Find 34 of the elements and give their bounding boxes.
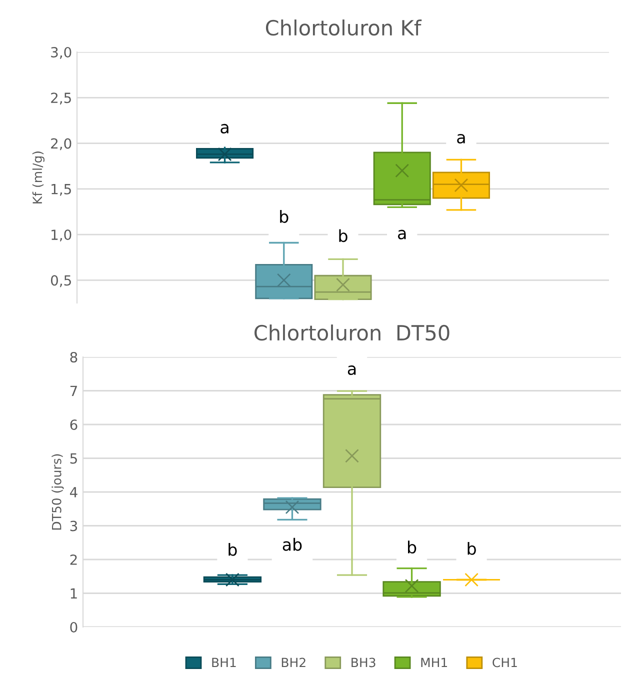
y-tick-label: 5	[70, 453, 77, 464]
legend-label: BH1	[212, 658, 236, 668]
y-tick-label: 4	[70, 487, 78, 498]
y-tick-label: 1,0	[52, 230, 72, 242]
annotation: a	[348, 365, 356, 375]
y-tick-label: 1	[70, 588, 77, 599]
annotation: ab	[282, 538, 302, 551]
annotation: b	[468, 542, 476, 555]
annotation: b	[228, 542, 237, 556]
chart-title: Chlortoluron DT50	[254, 324, 450, 341]
y-axis-title: Kf (ml/g)	[32, 152, 44, 204]
annotation: b	[408, 540, 416, 554]
annotation: b	[339, 229, 348, 242]
chart-title: Chlortoluron Kf	[266, 20, 422, 36]
y-tick-label: 6	[70, 419, 78, 430]
y-tick-label: 1,5	[52, 184, 71, 196]
legend-label: BH3	[352, 658, 376, 668]
y-tick-label: 0,5	[50, 275, 71, 288]
y-tick-label: 2,5	[51, 92, 71, 105]
y-tick-label: 2,0	[51, 138, 72, 150]
y-tick-label: 3,0	[51, 46, 72, 59]
y-tick-label: 3	[70, 520, 78, 532]
legend-label: MH1	[421, 658, 448, 668]
legend-label: CH1	[492, 658, 517, 668]
annotation: a	[220, 124, 228, 134]
y-axis-title: DT50 (jours)	[52, 454, 64, 530]
y-tick-label: 0	[70, 622, 78, 632]
y-tick-label: 7	[70, 386, 77, 396]
annotation: a	[398, 230, 406, 240]
y-tick-label: 8	[70, 352, 78, 362]
y-tick-label: 2	[70, 554, 77, 565]
annotation: a	[457, 134, 465, 144]
legend-label: BH2	[282, 658, 306, 668]
annotation: b	[280, 210, 288, 223]
